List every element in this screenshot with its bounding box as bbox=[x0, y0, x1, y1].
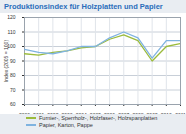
svg-text:2005: 2005 bbox=[90, 112, 101, 114]
html-text:Furnier-, Sperrholz-, Holzfase: Furnier-, Sperrholz-, Holzfaser-, Holzsp… bbox=[39, 115, 158, 121]
svg-text:70: 70 bbox=[10, 87, 16, 93]
svg-text:90: 90 bbox=[10, 58, 16, 64]
svg-text:2008: 2008 bbox=[132, 112, 143, 114]
svg-text:2004: 2004 bbox=[76, 112, 87, 114]
html-text:Papier, Karton, Pappe: Papier, Karton, Pappe bbox=[39, 122, 93, 128]
svg-text:Index (2005 = 100): Index (2005 = 100) bbox=[3, 40, 9, 82]
svg-text:2007: 2007 bbox=[118, 112, 129, 114]
svg-text:60: 60 bbox=[10, 101, 16, 107]
svg-text:2001: 2001 bbox=[33, 112, 44, 114]
svg-text:120: 120 bbox=[7, 14, 16, 20]
svg-text:2009: 2009 bbox=[147, 112, 158, 114]
svg-text:80: 80 bbox=[10, 72, 16, 78]
svg-text:2003: 2003 bbox=[61, 112, 72, 114]
svg-text:2002: 2002 bbox=[47, 112, 58, 114]
html-text:Produktionsindex für Holzplatt: Produktionsindex für Holzplatten und Pap… bbox=[4, 2, 163, 11]
svg-text:2011: 2011 bbox=[175, 112, 186, 114]
svg-text:2000: 2000 bbox=[19, 112, 30, 114]
svg-text:110: 110 bbox=[8, 29, 16, 35]
svg-text:2006: 2006 bbox=[104, 112, 115, 114]
svg-text:2010: 2010 bbox=[161, 112, 172, 114]
svg-text:100: 100 bbox=[7, 43, 16, 50]
